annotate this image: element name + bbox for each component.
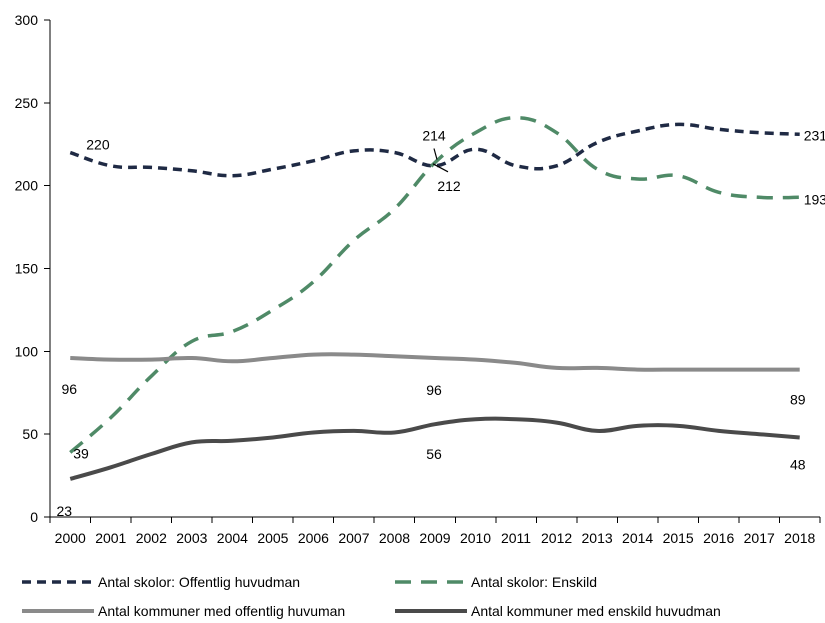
data-label: 96: [426, 382, 442, 398]
y-tick-label: 150: [15, 261, 39, 277]
legend-label: Antal skolor: Offentlig huvudman: [98, 574, 300, 590]
x-tick-label: 2003: [176, 530, 207, 546]
label-leader-line: [432, 163, 449, 173]
y-tick-label: 50: [22, 426, 38, 442]
y-tick-label: 100: [15, 343, 39, 359]
x-tick-label: 2008: [379, 530, 410, 546]
data-label: 212: [437, 178, 461, 194]
y-tick-label: 250: [15, 95, 39, 111]
x-tick-label: 2001: [95, 530, 126, 546]
legend-item: Antal kommuner med enskild huvudman: [395, 603, 721, 619]
x-tick-label: 2000: [55, 530, 86, 546]
x-tick-label: 2009: [419, 530, 450, 546]
axes: 0 50 100 150 200 250 300 2000 2001 2002 2003 2004 20…: [15, 12, 821, 546]
x-tick-label: 2018: [784, 530, 815, 546]
data-label: 48: [790, 456, 806, 472]
data-label: 193: [804, 191, 825, 207]
x-tick-label: 2002: [136, 530, 167, 546]
x-tick-label: 2011: [501, 530, 531, 546]
x-tick-label: 2014: [622, 530, 653, 546]
x-tick-label: 2015: [663, 530, 694, 546]
series-layer: [69, 115, 800, 481]
y-tick-label: 0: [30, 509, 38, 525]
x-tick-label: 2017: [744, 530, 775, 546]
label-leader-line: [433, 148, 438, 160]
x-tick-label: 2007: [338, 530, 369, 546]
x-tick-label: 2006: [298, 530, 329, 546]
legend-label: Antal kommuner med offentlig huvuman: [98, 603, 345, 619]
y-tick-label: 200: [15, 178, 39, 194]
x-tick-label: 2004: [217, 530, 248, 546]
data-label: 56: [426, 446, 442, 462]
data-labels: 220 214 212 231 193 96 96 89 39 56 48 23: [56, 127, 825, 519]
legend: Antal skolor: Offentlig huvudman Antal sk…: [22, 574, 721, 619]
series-line-4: [69, 416, 800, 481]
legend-item: Antal skolor: Offentlig huvudman: [22, 574, 300, 590]
legend-label: Antal skolor: Enskild: [471, 574, 597, 590]
y-tick-label: 300: [15, 12, 39, 28]
data-label: 89: [790, 392, 806, 408]
legend-label: Antal kommuner med enskild huvudman: [471, 603, 721, 619]
legend-item: Antal kommuner med offentlig huvuman: [22, 603, 345, 619]
legend-item: Antal skolor: Enskild: [395, 574, 597, 590]
x-tick-label: 2005: [257, 530, 288, 546]
x-tick-label: 2013: [582, 530, 613, 546]
data-label: 231: [804, 127, 825, 143]
series-line-2: [69, 115, 800, 454]
data-label: 220: [86, 137, 110, 153]
x-tick-label: 2016: [703, 530, 734, 546]
data-label: 23: [56, 503, 72, 519]
data-label: 39: [73, 445, 89, 461]
data-label: 214: [422, 127, 446, 143]
x-tick-label: 2010: [460, 530, 491, 546]
x-tick-label: 2012: [541, 530, 572, 546]
data-label: 96: [61, 381, 77, 397]
series-line-1: [69, 122, 800, 178]
series-line-3: [70, 352, 800, 372]
